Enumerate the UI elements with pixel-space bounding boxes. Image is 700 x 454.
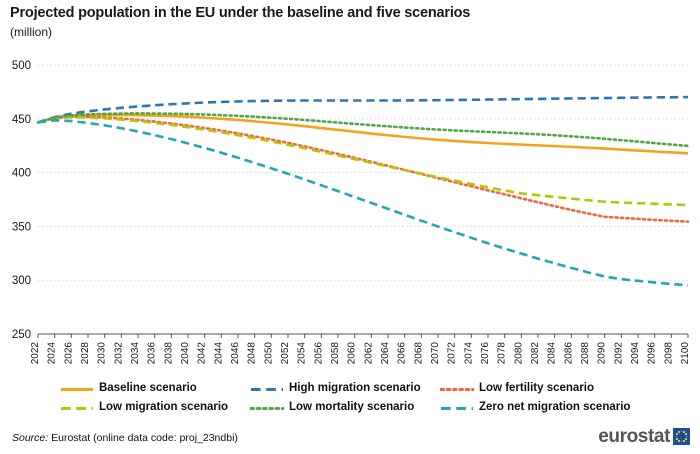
page-title: Projected population in the EU under the… [10,5,471,21]
y-tick-label: 400 [12,168,31,180]
x-tick-label: 2056 [313,342,324,365]
legend-swatch-icon [439,382,475,393]
series-line-zero-net-migration-scenario [37,119,689,287]
x-tick-label: 2068 [413,342,424,365]
x-tick-label: 2084 [547,342,558,365]
x-axis [37,333,689,338]
legend-swatch-icon [60,382,94,393]
x-tick-label: 2078 [497,342,508,365]
series-line-low-mortality-scenario [36,112,690,148]
chart-legend: Baseline scenario High migration scenario… [60,378,692,416]
x-tick-label: 2026 [63,342,74,365]
x-tick-label: 2034 [130,342,141,365]
x-tick-label: 2096 [647,342,658,365]
eu-star [678,440,680,442]
eu-star [680,430,683,433]
y-tick-label: 350 [12,221,31,233]
legend-item-low-fertility-scenario[interactable]: Low fertility scenario [439,381,650,394]
source-text: Eurostat (online data code: proj_23ndbi) [48,432,238,444]
x-tick-label: 2082 [530,342,541,365]
x-tick-label: 2064 [380,342,391,365]
x-tick-label: 2036 [147,342,158,365]
series-line-baseline-scenario [37,113,689,155]
eu-star [683,431,685,433]
eu-flag-icon [673,428,690,445]
eu-star [685,433,687,435]
x-tick-label: 2062 [363,342,374,365]
legend-label: Low mortality scenario [289,400,415,413]
x-tick-label: 2094 [630,342,641,365]
x-tick-label: 2032 [113,342,124,365]
legend-swatch-icon [250,382,284,393]
x-tick-label: 2048 [247,342,258,365]
eu-star [685,438,687,440]
x-tick-label: 2100 [680,342,691,365]
x-tick-label: 2046 [230,342,241,365]
legend-label: Zero net migration scenario [479,400,631,413]
eu-star [675,435,678,438]
x-tick-label: 2024 [47,342,58,365]
legend-label: Low migration scenario [99,400,229,413]
x-tick-label: 2074 [463,342,474,365]
legend-label: High migration scenario [289,381,421,394]
chart-unit-subtitle: (million) [10,25,52,39]
source-label: Source: [12,432,49,444]
x-tick-label: 2028 [80,342,91,365]
x-tick-label: 2060 [347,342,358,365]
legend-label: Low fertility scenario [479,381,595,394]
x-tick-label: 2076 [480,342,491,365]
x-tick-label: 2030 [97,342,108,365]
series-line-low-migration-scenario [37,115,689,207]
legend-item-zero-net-migration-scenario[interactable]: Zero net migration scenario [440,401,650,413]
eu-star [676,433,678,435]
x-tick-label: 2042 [197,342,208,365]
x-tick-label: 2086 [563,342,574,365]
x-tick-label: 2098 [663,342,674,365]
eu-star [680,440,683,443]
x-tick-label: 2040 [180,342,191,365]
y-axis-tick-labels: 250 300 350 400 450 500 [12,60,31,341]
x-tick-label: 2058 [330,342,341,365]
eu-star [683,440,685,442]
x-tick-label: 2066 [397,342,408,365]
x-tick-label: 2038 [163,342,174,365]
x-tick-label: 2090 [597,342,608,365]
legend-label: Baseline scenario [99,381,197,394]
legend-swatch-icon [440,401,474,412]
x-tick-label: 2070 [430,342,441,365]
source-note: Source: Eurostat (online data code: proj… [12,432,238,444]
x-tick-label: 2044 [213,342,224,365]
x-tick-label: 2072 [447,342,458,365]
x-tick-label: 2054 [297,342,308,365]
legend-item-low-migration-scenario[interactable]: Low migration scenario [60,401,250,413]
legend-swatch-icon [249,401,285,412]
x-tick-label: 2050 [263,342,274,365]
y-tick-label: 300 [12,275,31,287]
legend-item-baseline-scenario[interactable]: Baseline scenario [60,382,250,394]
x-tick-label: 2092 [613,342,624,365]
y-tick-label: 450 [12,114,31,126]
eu-star [678,431,680,433]
eu-star [676,438,678,440]
legend-item-low-mortality-scenario[interactable]: Low mortality scenario [249,400,440,413]
legend-item-high-migration-scenario[interactable]: High migration scenario [250,382,440,394]
x-tick-label: 2088 [580,342,591,365]
data-series-group [36,95,690,287]
x-tick-label: 2022 [30,342,41,365]
legend-swatch-icon [60,401,94,412]
eurostat-logo: eurostat [598,427,690,446]
y-tick-label: 250 [12,329,31,341]
x-tick-label: 2052 [280,342,291,365]
series-line-high-migration-scenario [37,95,689,124]
eu-star [685,435,688,438]
y-tick-label: 500 [12,60,31,72]
x-axis-tick-labels: 2022 2024 2026 2028 2030 2032 2034 2036 2038 2040… [30,342,691,365]
eurostat-wordmark: eurostat [598,426,670,447]
x-tick-label: 2080 [513,342,524,365]
